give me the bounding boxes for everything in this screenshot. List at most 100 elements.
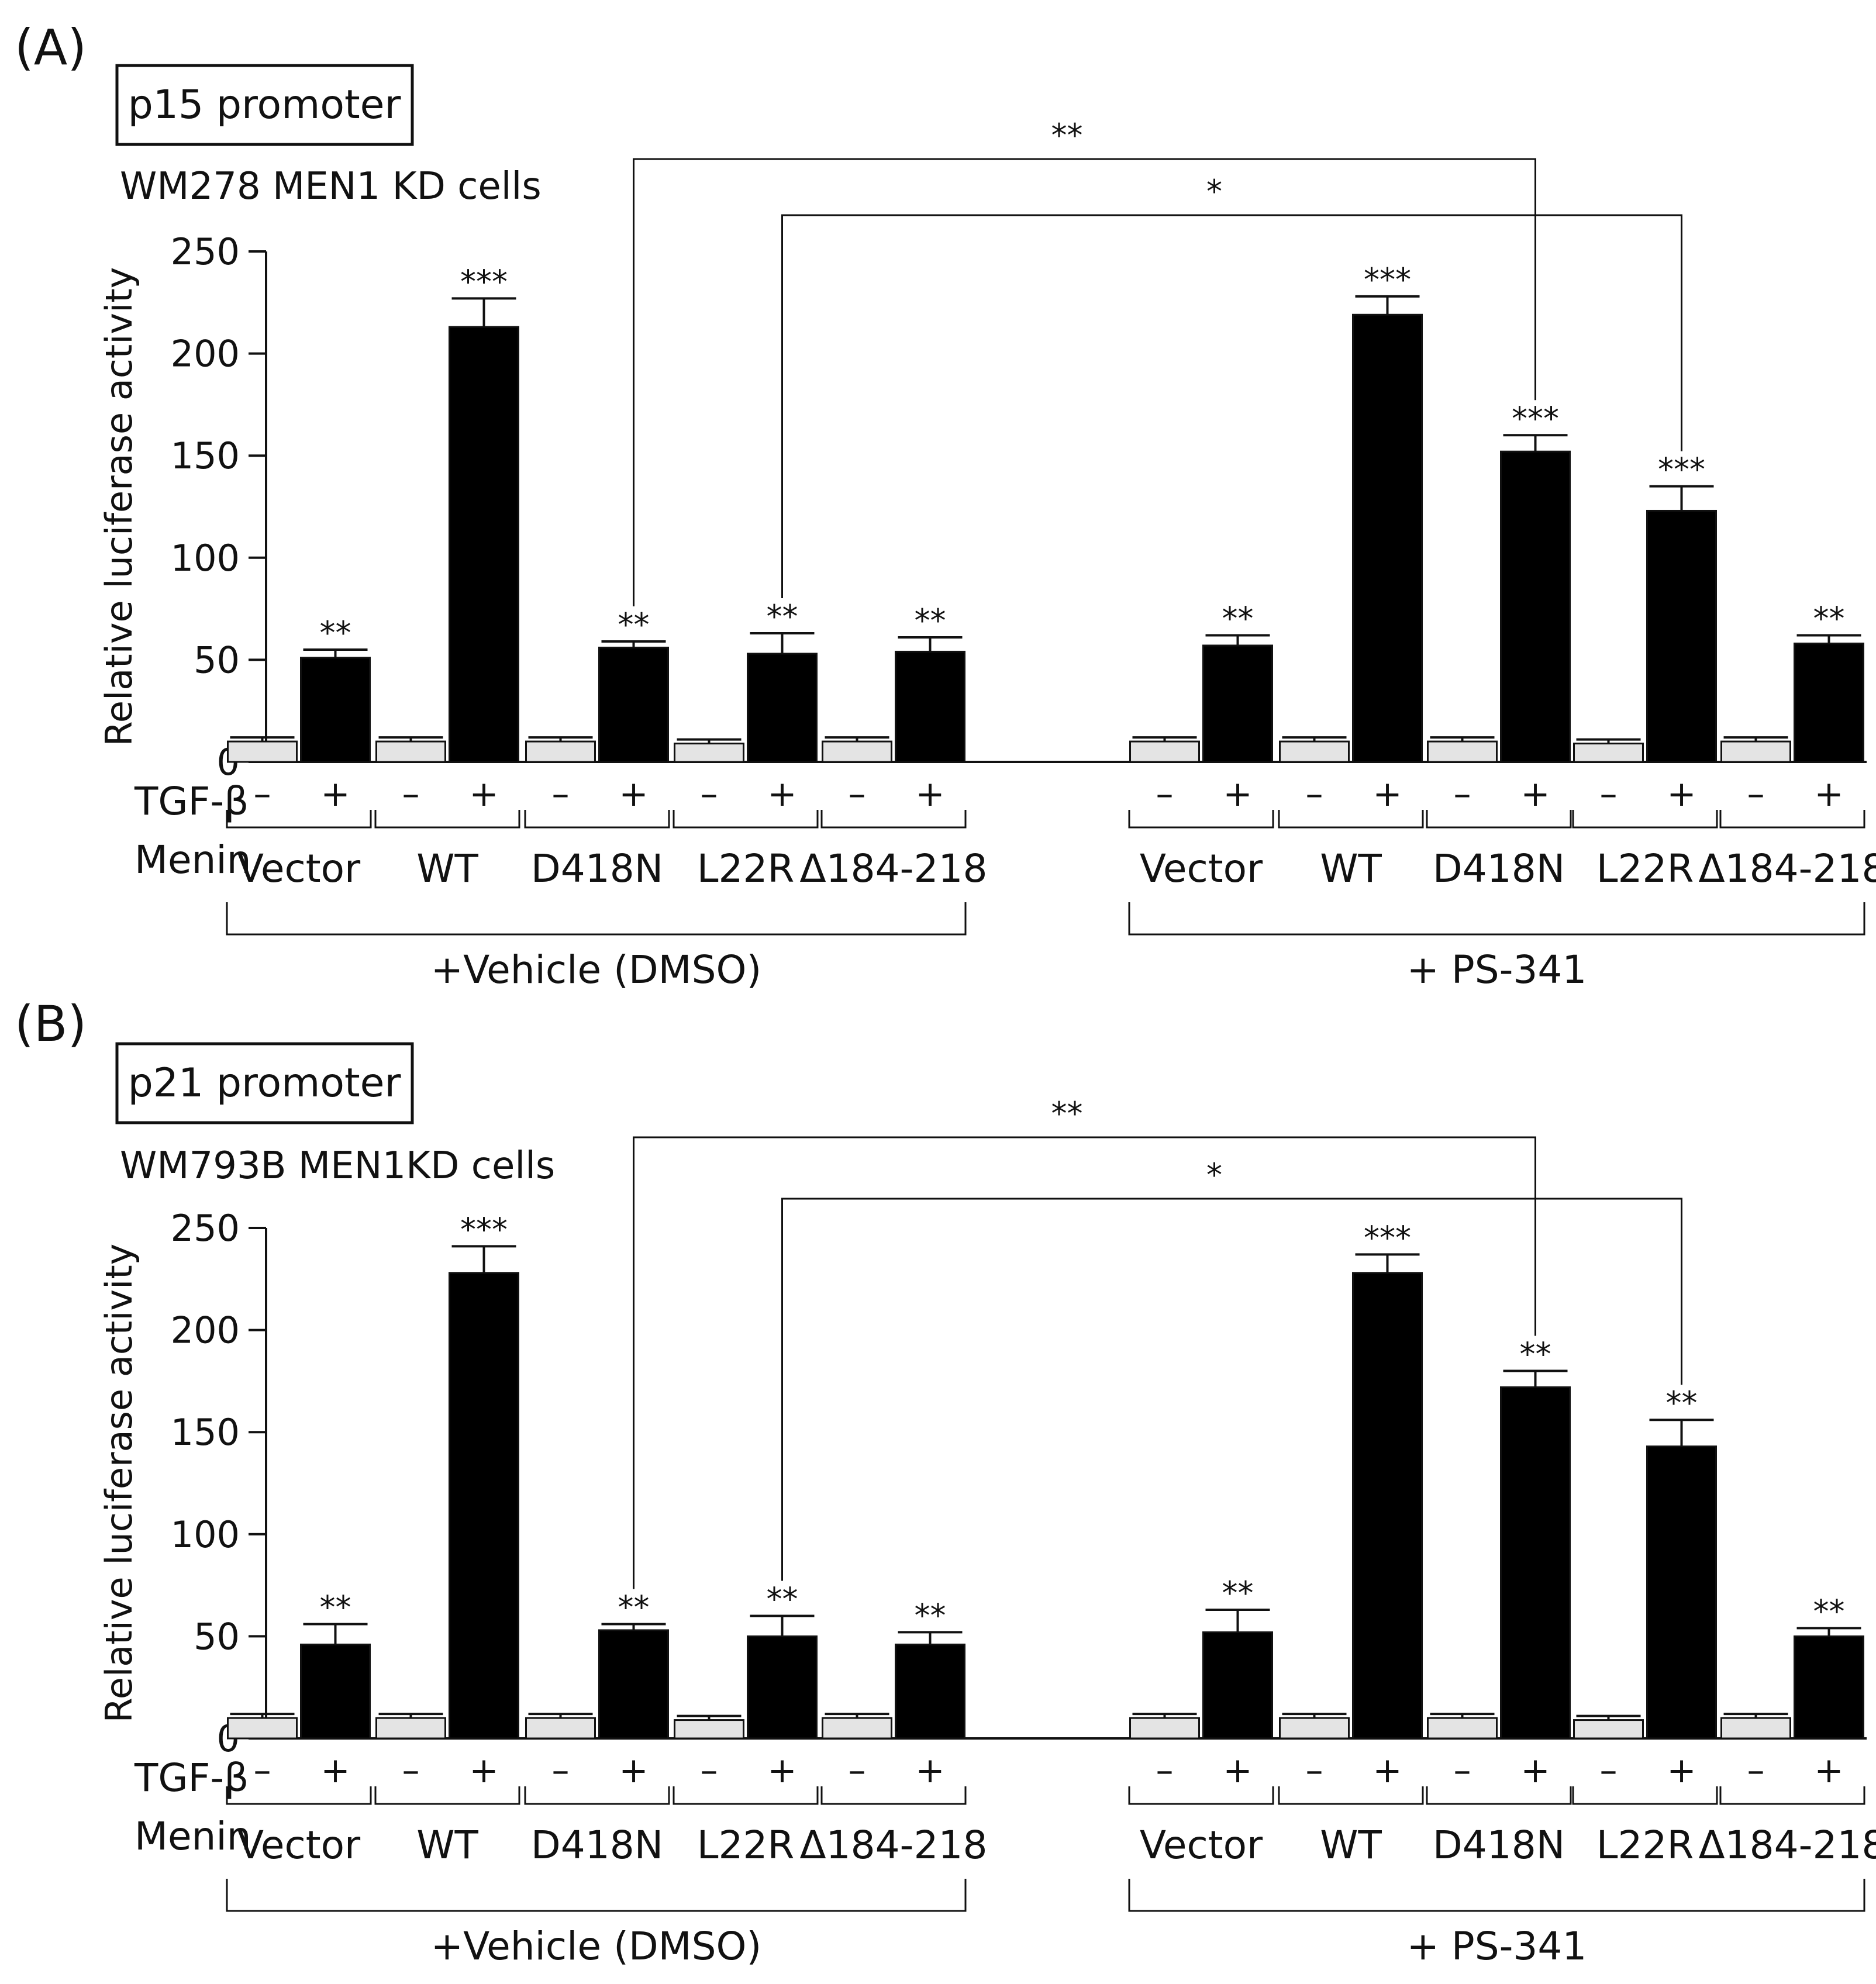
tgf-sign-label: – (254, 774, 271, 815)
menin-category-label: WT (416, 1823, 478, 1868)
bar (375, 740, 446, 763)
bar (1794, 642, 1864, 763)
category-bracket (524, 810, 670, 829)
menin-category-label: L22R (697, 1823, 795, 1868)
tgf-sign-label: – (1454, 774, 1471, 815)
bar (1352, 313, 1423, 763)
tgf-sign-label: + (320, 1750, 350, 1791)
bar (822, 1717, 892, 1740)
tgf-sign-label: + (767, 1750, 796, 1791)
comparison-bracket (781, 1198, 1682, 1581)
menin-category-label: D418N (531, 846, 663, 891)
bar (1646, 1445, 1717, 1740)
tgf-sign-label: – (1747, 1750, 1765, 1791)
comparison-label: ** (1051, 117, 1083, 154)
menin-category-label: D418N (1433, 1823, 1565, 1868)
tgf-sign-label: + (469, 1750, 498, 1791)
bar (300, 1643, 371, 1740)
menin-category-label: D418N (1433, 846, 1565, 891)
category-bracket (820, 1786, 967, 1805)
y-axis-title: Relative luciferase activity (98, 267, 140, 747)
category-bracket (1278, 810, 1424, 829)
y-tick-label: 250 (171, 1207, 240, 1250)
significance-label: ** (618, 1589, 650, 1626)
bar (1500, 450, 1571, 763)
tgf-sign-label: + (1814, 774, 1843, 815)
tgf-sign-label: – (849, 774, 866, 815)
tgf-sign-label: + (469, 774, 498, 815)
bar (1279, 740, 1350, 763)
bar (1279, 1717, 1350, 1740)
y-tick-label: 150 (171, 1411, 240, 1454)
y-axis-title: Relative luciferase activity (98, 1244, 140, 1723)
y-tick-label: 250 (171, 230, 240, 273)
tgf-sign-label: – (1156, 774, 1174, 815)
significance-label: ** (618, 606, 650, 643)
treatment-label: + PS-341 (1407, 1924, 1587, 1969)
significance-label: *** (1364, 261, 1411, 298)
cells-label: WM278 MEN1 KD cells (120, 165, 542, 208)
tgf-sign-label: – (1306, 1750, 1323, 1791)
menin-category-label: Δ184-218 (1699, 846, 1876, 891)
significance-label: ** (1222, 600, 1254, 637)
cells-label: WM793B MEN1KD cells (120, 1144, 555, 1188)
y-tick-label: 50 (194, 1615, 240, 1658)
comparison-bracket (633, 158, 1536, 606)
bar (674, 1719, 744, 1740)
tgf-sign-label: – (254, 1750, 271, 1791)
significance-label: ** (915, 1597, 946, 1634)
bar (1427, 740, 1498, 763)
menin-category-label: WT (1320, 846, 1382, 891)
comparison-label: * (1206, 173, 1222, 210)
bar (895, 650, 965, 763)
significance-label: ** (767, 598, 798, 635)
menin-category-label: D418N (531, 1823, 663, 1868)
significance-label: ** (1222, 1575, 1254, 1612)
tgf-sign-label: – (1747, 774, 1765, 815)
bar (1720, 1717, 1791, 1740)
category-bracket (1128, 1786, 1274, 1805)
significance-label: ** (915, 602, 946, 639)
bar (1129, 1717, 1200, 1740)
promoter-title: p21 promoter (128, 1060, 401, 1106)
bar (1427, 1717, 1498, 1740)
category-bracket (1128, 810, 1274, 829)
bar (1794, 1635, 1864, 1740)
significance-label: ** (320, 1589, 351, 1626)
panel-label: (B) (15, 995, 87, 1053)
bar (1202, 644, 1273, 763)
significance-label: *** (460, 1211, 508, 1248)
tgf-sign-label: + (1667, 774, 1696, 815)
y-tick-label: 150 (171, 434, 240, 477)
category-bracket (1426, 1786, 1572, 1805)
menin-category-label: Δ184-218 (800, 1823, 988, 1868)
tgf-sign-label: + (1372, 774, 1402, 815)
menin-category-label: Vector (1140, 846, 1263, 891)
tgf-sign-label: + (1667, 1750, 1696, 1791)
comparison-bracket (633, 1136, 1536, 1589)
treatment-bracket (1128, 902, 1865, 936)
y-tick-label: 200 (171, 333, 240, 375)
category-bracket (1278, 1786, 1424, 1805)
significance-label: ** (1813, 600, 1845, 637)
comparison-label: * (1206, 1157, 1222, 1193)
treatment-label: + PS-341 (1407, 947, 1587, 992)
treatment-label: +Vehicle (DMSO) (431, 947, 761, 992)
bar (1352, 1272, 1423, 1740)
significance-label: ** (1666, 1385, 1698, 1421)
significance-label: *** (1658, 451, 1705, 488)
tgf-sign-label: – (552, 774, 570, 815)
category-bracket (1719, 810, 1865, 829)
tgf-sign-label: + (1814, 1750, 1843, 1791)
tgf-sign-label: – (701, 774, 718, 815)
bar (747, 653, 818, 763)
bar (1646, 509, 1717, 763)
menin-category-label: Vector (237, 846, 361, 891)
tgf-sign-label: + (1520, 1750, 1550, 1791)
bar (674, 743, 744, 763)
comparison-label: ** (1051, 1095, 1083, 1132)
tgf-sign-label: – (1600, 1750, 1618, 1791)
menin-category-label: L22R (1596, 1823, 1694, 1868)
tgf-sign-label: – (402, 1750, 420, 1791)
menin-category-label: WT (1320, 1823, 1382, 1868)
